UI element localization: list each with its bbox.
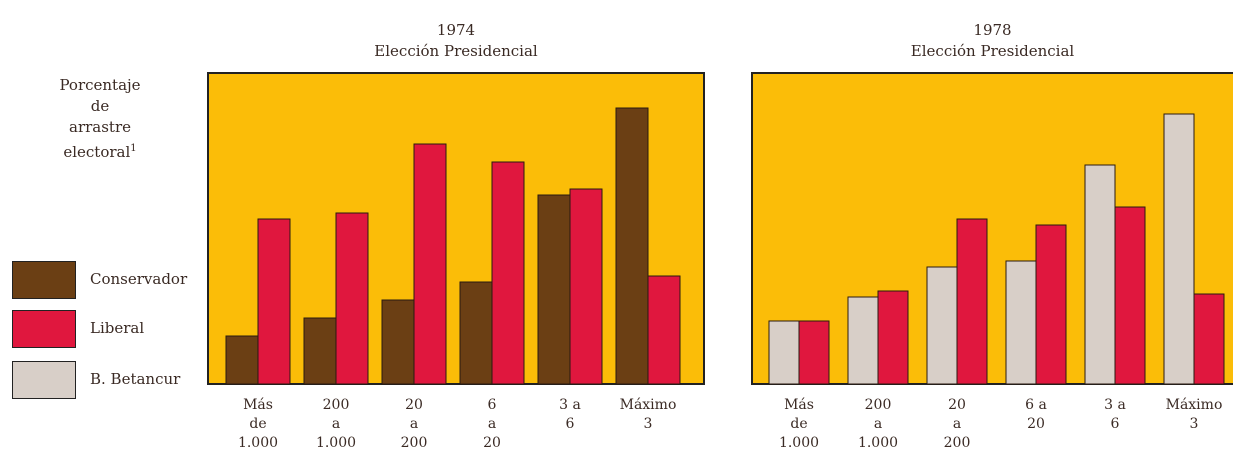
bars-group — [225, 107, 1225, 385]
tick-label-line: de — [249, 416, 267, 432]
bar-1978-betancur-4 — [1084, 164, 1116, 385]
tick-label-1974-3: 6 a 20 — [452, 396, 532, 453]
tick-label-line: 3 a — [1104, 397, 1126, 413]
tick-label-line: 6 — [487, 397, 497, 413]
tick-label-line: Máximo — [1165, 397, 1223, 413]
bar-1974-liberal-0 — [257, 218, 291, 385]
bar-1978-betancur-0 — [768, 320, 800, 385]
chart-1978-title: 1978 Elección Presidencial — [752, 20, 1233, 62]
bar-1978-liberal-1 — [877, 290, 909, 385]
chart-1974-title: 1974 Elección Presidencial — [208, 20, 704, 62]
tick-label-1978-1: 200 a 1.000 — [838, 396, 918, 453]
bar-1974-liberal-1 — [335, 212, 369, 385]
legend-swatch-liberal — [12, 310, 76, 348]
tick-label-1974-1: 200 a 1.000 — [296, 396, 376, 453]
bar-1978-liberal-0 — [798, 320, 830, 385]
tick-label-1974-5: Máximo 3 — [608, 396, 688, 434]
tick-label-line: 3 — [1189, 416, 1199, 432]
tick-label-line: 200 — [322, 397, 350, 413]
chart-1974-year: 1974 — [436, 21, 476, 39]
tick-label-line: 6 — [1110, 416, 1120, 432]
tick-label-1978-5: Máximo 3 — [1154, 396, 1233, 434]
tick-label-line: 3 a — [559, 397, 581, 413]
bar-1978-liberal-2 — [956, 218, 988, 385]
tick-label-line: 20 — [405, 397, 423, 413]
y-axis-label-line-1: Porcentaje — [59, 76, 141, 94]
bar-1978-liberal-4 — [1114, 206, 1146, 385]
legend-swatch-betancur — [12, 361, 76, 399]
bar-1974-liberal-5 — [647, 275, 681, 385]
tick-label-line: 20 — [483, 435, 501, 451]
tick-label-line: 6 — [565, 416, 575, 432]
bar-1974-conservador-5 — [615, 107, 649, 385]
bar-1978-betancur-2 — [926, 266, 958, 385]
bar-1974-liberal-3 — [491, 161, 525, 385]
chart-1974-subtitle: Elección Presidencial — [374, 42, 538, 60]
tick-label-line: 20 — [1027, 416, 1045, 432]
tick-label-line: a — [331, 416, 341, 432]
tick-label-line: Más — [784, 397, 814, 413]
tick-label-line: Máximo — [619, 397, 677, 413]
bar-1974-conservador-1 — [303, 317, 337, 385]
y-axis-label-line-2: de — [90, 97, 110, 115]
bar-1978-liberal-3 — [1035, 224, 1067, 385]
tick-label-line: 200 — [864, 397, 892, 413]
tick-label-line: 200 — [400, 435, 428, 451]
tick-label-line: 1.000 — [857, 435, 899, 451]
y-axis-label-line-3: arrastre — [69, 118, 131, 136]
tick-label-line: 6 a — [1025, 397, 1047, 413]
legend-label-betancur: B. Betancur — [90, 370, 181, 388]
tick-label-line: 1.000 — [778, 435, 820, 451]
bar-1974-liberal-4 — [569, 188, 603, 385]
bar-1974-conservador-3 — [459, 281, 493, 385]
tick-label-line: 3 — [643, 416, 653, 432]
footnote-marker: 1 — [130, 143, 137, 154]
bar-1974-liberal-2 — [413, 143, 447, 385]
bar-1978-betancur-3 — [1005, 260, 1037, 385]
bar-1974-conservador-4 — [537, 194, 571, 385]
tick-label-1978-0: Más de 1.000 — [759, 396, 839, 453]
bar-1978-liberal-5 — [1193, 293, 1225, 385]
tick-label-line: 1.000 — [237, 435, 279, 451]
tick-label-line: a — [873, 416, 883, 432]
bar-1974-conservador-2 — [381, 299, 415, 385]
tick-label-1978-3: 6 a 20 — [996, 396, 1076, 434]
tick-label-line: Más — [243, 397, 273, 413]
tick-label-line: 20 — [948, 397, 966, 413]
y-axis-label-line-4: electoral1 — [40, 138, 160, 163]
bar-1978-betancur-5 — [1163, 113, 1195, 385]
tick-label-line: de — [790, 416, 808, 432]
plot-area-1978 — [751, 72, 1233, 385]
bar-1978-betancur-1 — [847, 296, 879, 385]
chart-1978-subtitle: Elección Presidencial — [910, 42, 1075, 60]
legend-label-liberal: Liberal — [90, 319, 145, 337]
tick-label-line: 1.000 — [315, 435, 357, 451]
tick-label-line: 200 — [943, 435, 971, 451]
bar-1974-conservador-0 — [225, 335, 259, 385]
tick-label-line: a — [952, 416, 962, 432]
tick-label-1974-2: 20 a 200 — [374, 396, 454, 453]
tick-label-line: a — [409, 416, 419, 432]
tick-label-1974-0: Más de 1.000 — [218, 396, 298, 453]
tick-label-line: a — [487, 416, 497, 432]
tick-label-1978-2: 20 a 200 — [917, 396, 997, 453]
legend-swatch-conservador — [12, 261, 76, 299]
y-axis-label: Porcentaje de arrastre electoral1 — [40, 75, 160, 163]
y-axis-label-word: electoral — [63, 143, 131, 161]
chart-1978-year: 1978 — [973, 21, 1012, 39]
legend-label-conservador: Conservador — [90, 270, 188, 288]
